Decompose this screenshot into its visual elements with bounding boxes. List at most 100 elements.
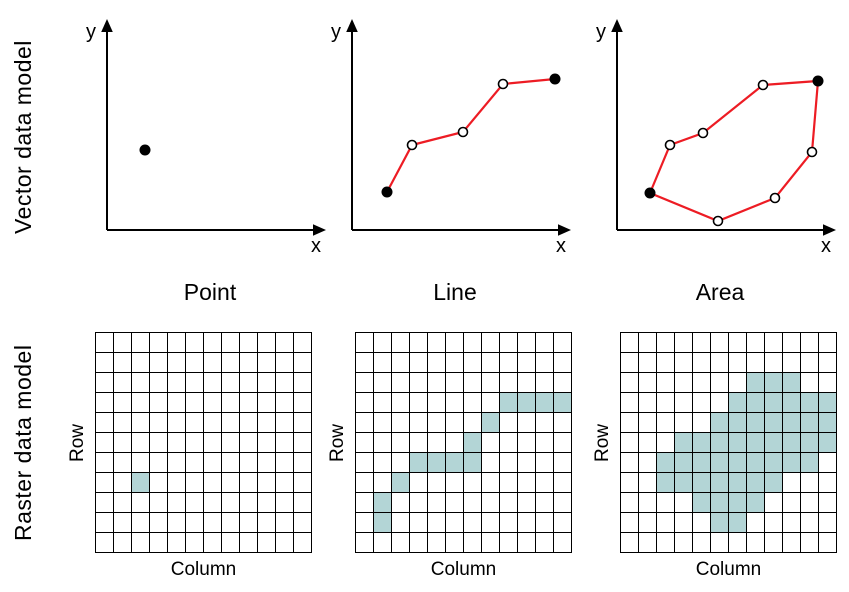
raster-filled-cell (710, 512, 729, 533)
x-axis-arrow (558, 224, 571, 236)
x-axis-label: x (311, 235, 321, 257)
raster-filled-cell (782, 452, 801, 473)
raster-filled-cell (692, 432, 711, 453)
raster-filled-cell (463, 452, 482, 473)
caption-area: Area (695, 279, 745, 305)
y-axis-label: y (86, 21, 96, 43)
raster-filled-cell (728, 392, 747, 413)
raster-panel-area: Row Column (590, 332, 840, 587)
raster-filled-cell (764, 392, 783, 413)
raster-filled-cell (800, 432, 819, 453)
y-axis-label: y (596, 21, 606, 43)
y-axis-arrow (611, 19, 623, 32)
raster-filled-cell (553, 392, 572, 413)
raster-filled-cell (764, 432, 783, 453)
raster-filled-cell (710, 432, 729, 453)
node-filled (644, 187, 656, 199)
area-feature (648, 79, 820, 223)
raster-filled-cell (131, 472, 150, 493)
y-axis-arrow (101, 19, 113, 32)
raster-filled-cell (728, 432, 747, 453)
vector-panel-point: y x (85, 15, 335, 270)
point-plot (101, 19, 326, 236)
raster-filled-cell (764, 412, 783, 433)
line-feature (386, 77, 556, 193)
x-axis-arrow (313, 224, 326, 236)
x-axis-label: x (821, 235, 831, 257)
node-open (457, 126, 469, 138)
node-open (497, 78, 509, 90)
raster-filled-cell (427, 452, 446, 473)
raster-filled-cell (764, 452, 783, 473)
raster-panel-point: Row Column (65, 332, 315, 587)
raster-filled-cell (656, 472, 675, 493)
raster-filled-cell (800, 412, 819, 433)
raster-filled-cell (481, 412, 500, 433)
raster-filled-cell (782, 392, 801, 413)
raster-filled-cell (764, 472, 783, 493)
raster-filled-cell (728, 412, 747, 433)
raster-filled-cell (800, 392, 819, 413)
node-open (806, 146, 818, 158)
raster-filled-cell (710, 412, 729, 433)
caption-line: Line (433, 279, 477, 305)
raster-filled-cell (746, 472, 765, 493)
raster-filled-cell (499, 392, 518, 413)
node-open (664, 139, 676, 151)
area-plot (611, 19, 836, 236)
line-plot (346, 19, 571, 236)
y-axis-label: y (331, 21, 341, 43)
raster-filled-cell (746, 392, 765, 413)
row-axis-label: Row (67, 423, 88, 462)
column-axis-label: Column (430, 559, 497, 580)
raster-filled-cell (517, 392, 536, 413)
raster-filled-cell (692, 452, 711, 473)
raster-filled-cell (728, 512, 747, 533)
vector-section-label: Vector data model (10, 40, 36, 234)
raster-filled-cell (409, 452, 428, 473)
raster-filled-cell (391, 472, 410, 493)
line-raster-grid (355, 332, 572, 553)
raster-filled-cell (764, 372, 783, 393)
node-filled (812, 75, 824, 87)
column-axis-label: Column (170, 559, 237, 580)
node-filled (139, 144, 151, 156)
raster-filled-cell (782, 432, 801, 453)
raster-filled-cell (782, 412, 801, 433)
raster-filled-cell (746, 412, 765, 433)
row-axis-label: Row (327, 423, 348, 462)
raster-filled-cell (818, 412, 837, 433)
raster-filled-cell (728, 452, 747, 473)
raster-filled-cell (373, 492, 392, 513)
raster-filled-cell (656, 452, 675, 473)
raster-filled-cell (782, 372, 801, 393)
node-open (769, 192, 781, 204)
raster-panel-line: Row Column (325, 332, 575, 587)
raster-filled-cell (710, 472, 729, 493)
raster-filled-cell (463, 432, 482, 453)
column-axis-label: Column (695, 559, 762, 580)
raster-filled-cell (746, 492, 765, 513)
node-open (712, 215, 724, 227)
node-open (406, 139, 418, 151)
x-axis-arrow (823, 224, 836, 236)
raster-filled-cell (674, 432, 693, 453)
raster-filled-cell (710, 452, 729, 473)
raster-filled-cell (818, 392, 837, 413)
raster-filled-cell (674, 472, 693, 493)
raster-filled-cell (746, 432, 765, 453)
node-open (697, 127, 709, 139)
row-axis-label: Row (592, 423, 613, 462)
y-axis-arrow (346, 19, 358, 32)
raster-filled-cell (674, 452, 693, 473)
raster-filled-cell (800, 452, 819, 473)
raster-filled-cell (445, 452, 464, 473)
point-raster-grid (95, 332, 312, 553)
raster-filled-cell (728, 492, 747, 513)
raster-filled-cell (535, 392, 554, 413)
x-axis-label: x (556, 235, 566, 257)
raster-filled-cell (692, 472, 711, 493)
area-raster-grid (620, 332, 837, 553)
node-filled (549, 73, 561, 85)
